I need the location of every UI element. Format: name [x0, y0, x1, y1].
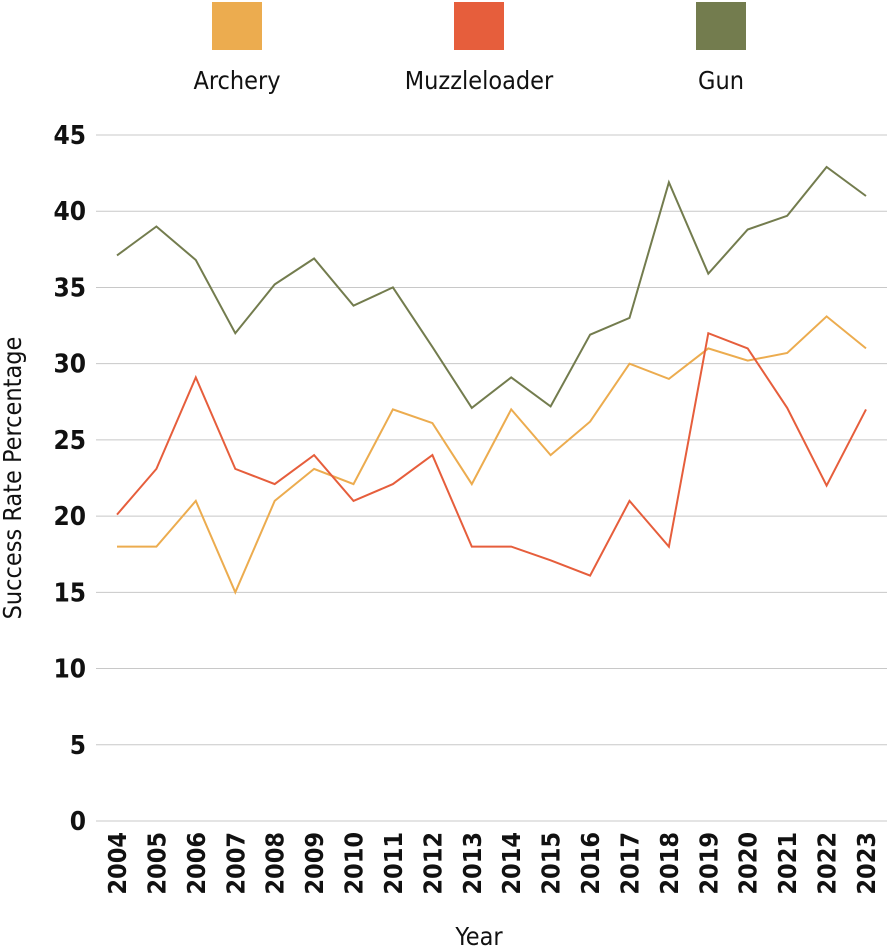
x-tick-label: 2011: [379, 832, 408, 895]
x-tick-label: 2010: [340, 832, 369, 895]
gridlines: [96, 134, 887, 822]
x-tick-label: 2022: [813, 832, 842, 895]
legend: Archery Muzzleloader Gun: [193, 2, 746, 95]
y-tick-label: 5: [70, 731, 86, 761]
y-tick-label: 20: [53, 502, 86, 532]
x-tick-label: 2015: [537, 832, 566, 895]
y-tick-label: 15: [53, 578, 86, 608]
x-tick-label: 2017: [615, 832, 644, 895]
x-tick-label: 2006: [182, 832, 211, 895]
x-tick-label: 2009: [300, 832, 329, 895]
x-axis-ticks: 2004 2005 2006 2007 2008 2009 2010 2011 2012 2013…: [103, 832, 881, 895]
x-tick-label: 2008: [261, 832, 290, 895]
x-tick-label: 2016: [576, 832, 605, 895]
legend-swatch-archery: [212, 2, 262, 50]
legend-label-gun: Gun: [698, 66, 744, 95]
y-tick-label: 0: [70, 807, 86, 837]
y-axis-ticks: 0 5 10 15 20 25 30 35 40 45: [53, 121, 86, 837]
x-tick-label: 2019: [694, 832, 723, 895]
series-line-muzzleloader: [116, 331, 867, 577]
x-tick-label: 2012: [418, 832, 447, 895]
y-tick-label: 45: [53, 121, 86, 151]
legend-label-archery: Archery: [193, 66, 280, 95]
x-tick-label: 2023: [852, 832, 881, 895]
x-tick-label: 2014: [497, 832, 526, 895]
series-lines: [116, 165, 867, 595]
x-tick-label: 2004: [103, 832, 132, 895]
x-tick-label: 2020: [734, 832, 763, 895]
y-tick-label: 40: [53, 197, 86, 227]
y-axis-label: Success Rate Percentage: [0, 337, 27, 620]
legend-swatch-muzzleloader: [454, 2, 504, 50]
x-tick-label: 2005: [142, 832, 171, 895]
x-tick-label: 2021: [773, 832, 802, 895]
x-tick-label: 2007: [221, 832, 250, 895]
x-tick-label: 2018: [655, 832, 684, 895]
legend-swatch-gun: [696, 2, 746, 50]
series-line-gun: [116, 165, 867, 410]
y-tick-label: 10: [53, 655, 86, 685]
legend-label-muzzleloader: Muzzleloader: [405, 66, 554, 95]
y-tick-label: 35: [53, 273, 86, 303]
y-tick-label: 30: [53, 350, 86, 380]
series-line-archery: [117, 315, 867, 595]
x-axis-label: Year: [454, 922, 503, 951]
x-tick-label: 2013: [458, 832, 487, 895]
y-tick-label: 25: [53, 426, 86, 456]
